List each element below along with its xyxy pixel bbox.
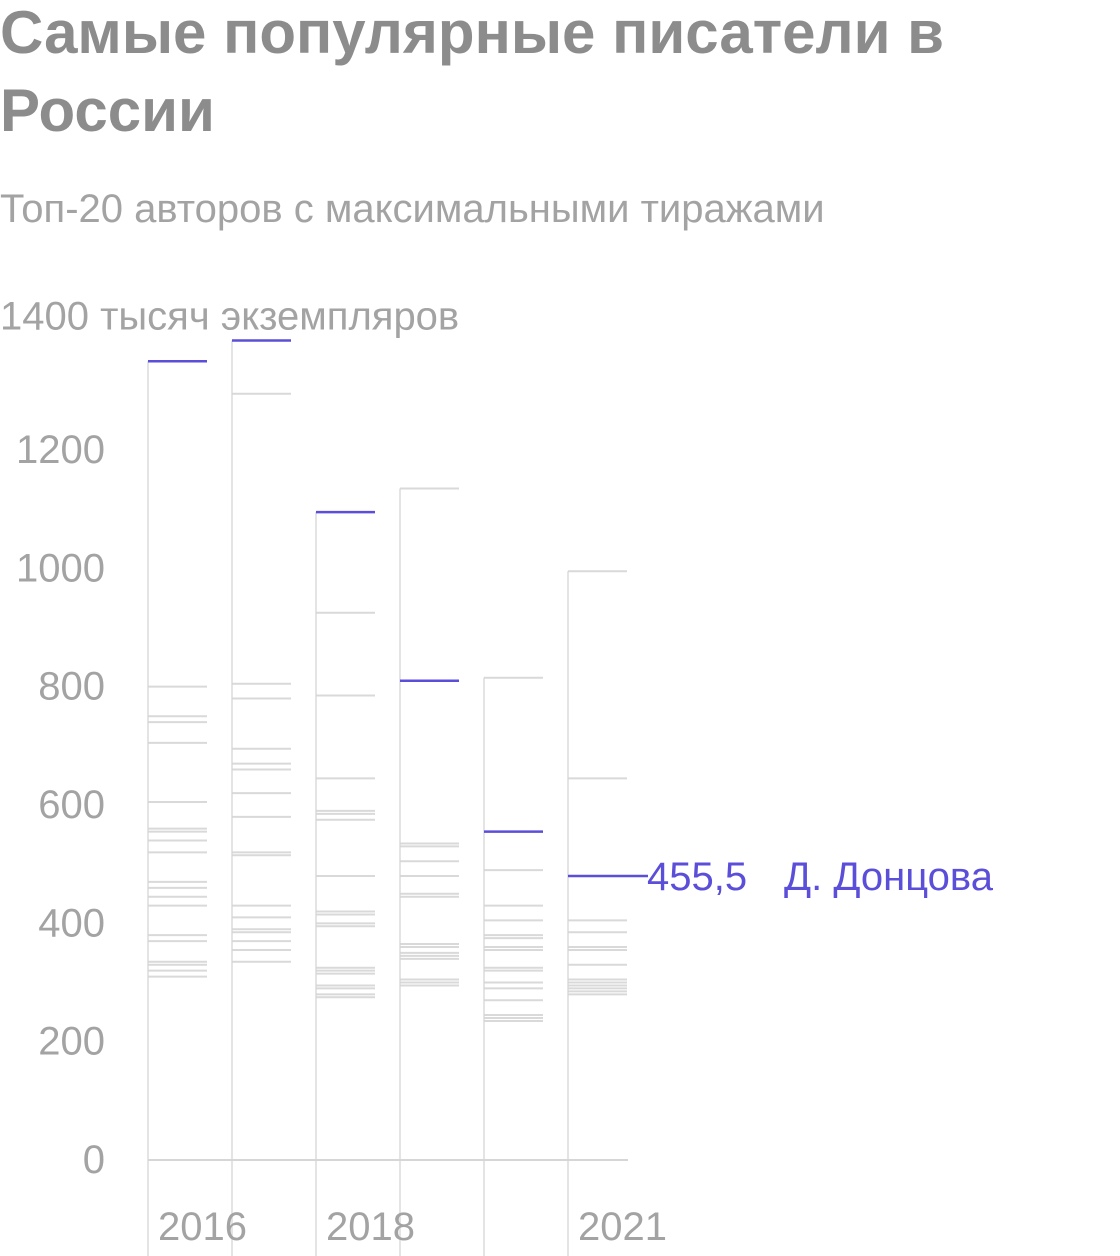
column-gridlines <box>147 340 569 1256</box>
y-tick-label: 800 <box>38 665 105 709</box>
annotation-value: 455,5 <box>647 855 747 899</box>
chart-subtitle: Топ-20 авторов с максимальными тиражами <box>0 187 825 231</box>
x-tick-label: 2016 <box>158 1205 247 1249</box>
author-marks-other <box>148 392 627 1022</box>
author-marks-highlight <box>148 339 627 878</box>
y-tick-label: 1200 <box>16 428 105 472</box>
y-axis-title: 1400 тысяч экземпляров <box>0 295 459 339</box>
y-tick-label: 0 <box>83 1138 105 1182</box>
x-tick-label: 2018 <box>326 1205 415 1249</box>
annotation-author: Д. Донцова <box>784 855 994 899</box>
chart-title: Самые популярные писатели в России <box>0 0 945 144</box>
y-tick-label: 400 <box>38 901 105 945</box>
y-axis-ticks: 0 200 400 600 800 1000 1200 1400 тысяч экземпля… <box>0 295 459 1182</box>
y-tick-label: 1000 <box>16 546 105 590</box>
x-axis-ticks: 2016 2018 2021 <box>158 1205 667 1249</box>
y-tick-label: 200 <box>38 1020 105 1064</box>
x-tick-label: 2021 <box>578 1205 667 1249</box>
y-tick-label: 600 <box>38 783 105 827</box>
